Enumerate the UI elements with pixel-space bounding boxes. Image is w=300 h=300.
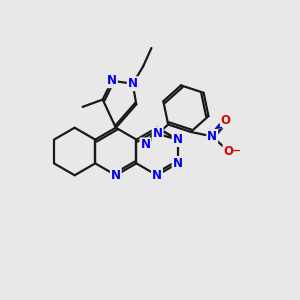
Text: −: −: [232, 146, 242, 156]
Text: N: N: [152, 169, 162, 182]
Text: N: N: [172, 157, 183, 170]
Text: N: N: [172, 133, 183, 146]
Text: O: O: [224, 145, 233, 158]
Text: O: O: [220, 114, 230, 128]
Text: N: N: [140, 138, 150, 152]
Text: N: N: [128, 77, 138, 90]
Text: N: N: [107, 74, 117, 87]
Text: +: +: [214, 123, 223, 133]
Text: N: N: [111, 169, 121, 182]
Text: N: N: [153, 128, 163, 140]
Text: N: N: [207, 130, 217, 143]
